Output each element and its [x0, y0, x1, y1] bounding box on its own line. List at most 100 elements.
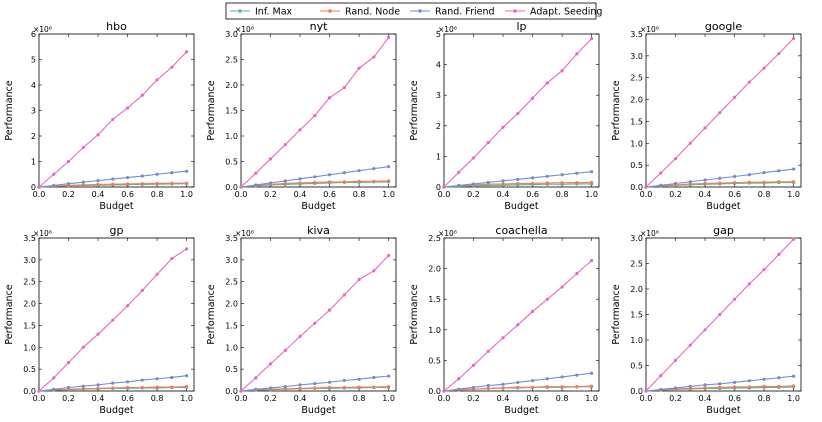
data-point: [575, 171, 579, 175]
data-point: [185, 385, 189, 389]
legend-label: Rand. Friend: [435, 7, 495, 18]
y-tick-label: 2.0: [630, 285, 643, 294]
legend-marker: [513, 9, 517, 13]
data-point: [560, 375, 564, 379]
data-point: [170, 256, 174, 261]
data-point: [792, 237, 796, 241]
data-point: [762, 180, 766, 184]
plot-frame: [38, 33, 195, 188]
y-tick-label: 1.5: [225, 321, 238, 330]
y-tick-label: 1.5: [630, 117, 643, 126]
x-tick-label: 0.2: [467, 190, 480, 199]
data-point: [111, 381, 115, 385]
data-point: [747, 282, 751, 286]
y-axis-label: Performance: [206, 80, 217, 140]
y-tick-label: 1.0: [428, 326, 441, 335]
y-tick-label: 0: [31, 183, 36, 192]
data-point: [644, 389, 648, 393]
y-tick-label: 2.5: [225, 56, 238, 65]
data-point: [387, 35, 391, 40]
data-point: [703, 126, 707, 130]
data-point: [327, 96, 332, 100]
x-axis-label: Budget: [504, 405, 538, 416]
data-point: [125, 182, 130, 186]
data-point: [560, 385, 564, 389]
data-point: [545, 385, 549, 389]
x-axis-label: Budget: [301, 405, 335, 416]
data-point: [442, 185, 446, 189]
data-point: [575, 271, 579, 276]
data-point: [313, 381, 317, 386]
data-point: [777, 180, 781, 184]
data-point: [185, 247, 189, 251]
x-tick-label: 0.8: [353, 394, 366, 403]
data-point: [357, 385, 361, 389]
y-tick-label: 3.0: [225, 256, 238, 265]
data-point: [590, 180, 594, 185]
data-point: [254, 183, 258, 187]
data-point: [560, 285, 564, 289]
data-point: [52, 172, 56, 176]
data-point: [501, 182, 505, 186]
data-point: [372, 385, 376, 389]
data-point: [155, 385, 159, 389]
x-tick-label: 0.2: [669, 190, 682, 199]
y-axis-label: Performance: [409, 284, 420, 344]
data-point: [111, 386, 115, 390]
data-point: [357, 66, 361, 70]
y-tick-label: 1.5: [225, 107, 238, 116]
x-tick-label: 0.6: [323, 190, 336, 199]
x-tick-label: 0.0: [640, 394, 653, 403]
x-tick-label: 0.4: [699, 190, 712, 199]
x-tick-label: 0.8: [556, 190, 569, 199]
x-axis-label: Budget: [706, 405, 740, 416]
data-point: [501, 336, 505, 340]
y-tick-label: 2.0: [630, 96, 643, 105]
data-point: [777, 376, 781, 380]
data-point: [185, 169, 189, 173]
y-tick-label: 0.0: [225, 387, 238, 396]
data-point: [516, 323, 520, 327]
data-point: [575, 181, 579, 185]
data-point: [457, 170, 461, 174]
data-point: [387, 374, 391, 378]
x-tick-label: 0.4: [497, 394, 510, 403]
x-tick-label: 1.0: [585, 190, 598, 199]
data-point: [471, 363, 476, 367]
data-point: [501, 386, 505, 390]
y-tick-label: 0.0: [630, 183, 643, 192]
panel-lp: lp ×10⁶ 0 1 2 3 4 5 0.0 0.2 0.4 0.6 0.8 1.0 Budget Perf…: [409, 20, 600, 212]
data-point: [372, 179, 376, 183]
data-point: [298, 383, 302, 387]
data-point: [140, 182, 144, 186]
y-tick-label: 1.0: [23, 343, 36, 352]
chart-title: google: [705, 20, 742, 33]
x-tick-label: 1.0: [585, 394, 598, 403]
data-point: [530, 378, 535, 383]
data-point: [575, 385, 579, 389]
legend-label: Rand. Node: [345, 7, 400, 18]
data-point: [590, 259, 594, 263]
data-point: [313, 180, 317, 185]
data-point: [342, 85, 346, 90]
y-tick-label: 3.0: [630, 234, 643, 243]
x-tick-label: 0.0: [438, 190, 451, 199]
data-point: [486, 141, 490, 145]
data-point: [732, 380, 737, 384]
data-point: [52, 183, 56, 188]
data-point: [673, 358, 678, 362]
y-tick-label: 0: [436, 183, 441, 192]
data-point: [66, 159, 71, 164]
x-tick-label: 0.0: [235, 394, 248, 403]
data-point: [703, 181, 707, 186]
data-point: [387, 385, 391, 389]
data-point: [545, 81, 549, 85]
legend-marker: [238, 9, 242, 13]
y-exponent-label: ×10⁶: [33, 25, 52, 34]
data-point: [792, 180, 796, 184]
x-tick-label: 0.0: [438, 394, 451, 403]
y-tick-label: 1.0: [630, 336, 643, 345]
data-point: [590, 384, 594, 388]
y-tick-label: 3.5: [23, 234, 36, 243]
y-tick-label: 1: [31, 158, 36, 167]
